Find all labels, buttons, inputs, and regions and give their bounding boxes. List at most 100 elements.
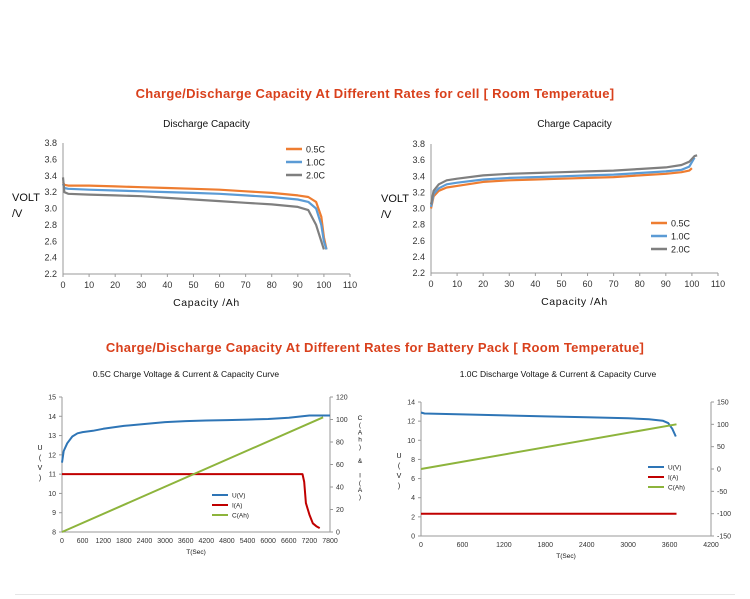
- y2-tick-label: 120: [336, 395, 348, 402]
- y-tick-label: 3.8: [44, 138, 57, 148]
- y-tick-label: 2.2: [44, 269, 57, 279]
- x-tick-label: 50: [556, 279, 566, 289]
- x-tick-label: 70: [609, 279, 619, 289]
- x-tick-label: 100: [684, 279, 699, 289]
- y-tick-label: 10: [48, 491, 56, 498]
- series-line-0.5C: [429, 167, 693, 209]
- series-line-2.0C: [429, 154, 698, 205]
- y2-tick-label: 20: [336, 507, 344, 514]
- y-axis-label-char: V: [38, 465, 43, 472]
- discharge-capacity-chart: Discharge Capacity 0 10 20 30 40 50 60 70 80 90 100…: [12, 119, 357, 309]
- x-axis-label: Capacity /Ah: [541, 296, 608, 308]
- y-tick-label: 3.0: [412, 204, 425, 214]
- chart-title: 1.0C Discharge Voltage & Current & Capac…: [460, 369, 657, 379]
- series-line-0.5C: [62, 181, 328, 250]
- y-tick-label: 2.6: [44, 236, 57, 246]
- y-axis-label-char: (: [39, 455, 42, 462]
- y-tick-label: 3.2: [412, 187, 425, 197]
- x-axis-label: Capacity /Ah: [173, 297, 240, 309]
- x-tick-label: 6600: [281, 538, 297, 545]
- y2-tick-label: 150: [717, 400, 729, 407]
- y-tick-label: 3.4: [44, 171, 57, 181]
- y2-axis-label-char: ): [359, 494, 361, 501]
- x-tick-label: 60: [583, 279, 593, 289]
- x-tick-label: 3600: [662, 542, 678, 549]
- y-tick-label: 14: [407, 400, 415, 407]
- chart-title: Discharge Capacity: [163, 119, 250, 130]
- y-axis-label-line2: /V: [12, 208, 23, 220]
- y-tick-label: 3.4: [412, 171, 425, 181]
- series-line-U(V): [61, 414, 330, 463]
- y-tick-label: 2.4: [412, 252, 425, 262]
- y2-tick-label: -100: [717, 511, 731, 518]
- y-tick-label: 2.8: [44, 220, 57, 230]
- y-axis-label-char: (: [398, 463, 401, 470]
- x-tick-label: 7200: [302, 538, 318, 545]
- x-tick-label: 1200: [496, 542, 512, 549]
- section2-title: Charge/Discharge Capacity At Different R…: [105, 340, 645, 355]
- y2-axis-label-char: A: [358, 429, 363, 436]
- y2-axis-label-char: (: [359, 480, 362, 487]
- series-line-U(V): [420, 411, 677, 437]
- chart-title: 0.5C Charge Voltage & Current & Capacity…: [93, 369, 279, 379]
- y2-tick-label: 60: [336, 462, 344, 469]
- chart-title: Charge Capacity: [537, 119, 611, 130]
- y-tick-label: 2.6: [412, 236, 425, 246]
- bottom-divider: [15, 594, 735, 595]
- y-tick-label: 8: [411, 457, 415, 464]
- y-tick-label: 3.6: [412, 155, 425, 165]
- pack-charge-curve-chart: 0.5C Charge Voltage & Current & Capacity…: [37, 369, 363, 556]
- x-tick-label: 90: [293, 280, 303, 290]
- x-tick-label: 20: [478, 279, 488, 289]
- x-tick-label: 2400: [137, 538, 153, 545]
- x-tick-label: 3600: [178, 538, 194, 545]
- legend-label-C(Ah): C(Ah): [232, 513, 249, 520]
- y-tick-label: 2: [411, 514, 415, 521]
- x-tick-label: 0: [60, 538, 64, 545]
- x-tick-label: 60: [215, 280, 225, 290]
- y2-axis-label-char: h: [358, 437, 362, 444]
- legend-label-1.0C: 1.0C: [671, 232, 691, 242]
- x-tick-label: 600: [457, 542, 469, 549]
- x-tick-label: 20: [110, 280, 120, 290]
- pack-discharge-curve-chart: 1.0C Discharge Voltage & Current & Capac…: [396, 369, 731, 560]
- y-axis-label-char: U: [37, 445, 42, 452]
- x-tick-label: 6000: [260, 538, 276, 545]
- y-tick-label: 12: [48, 452, 56, 459]
- x-tick-label: 4200: [199, 538, 215, 545]
- x-tick-label: 7800: [322, 538, 338, 545]
- y2-axis-label-char: I: [359, 473, 361, 480]
- y2-axis-label-char: (: [359, 422, 362, 429]
- x-tick-label: 1200: [95, 538, 111, 545]
- series-line-2.0C: [61, 177, 325, 250]
- y-tick-label: 10: [407, 438, 415, 445]
- x-tick-label: 5400: [240, 538, 256, 545]
- y-tick-label: 6: [411, 476, 415, 483]
- y2-axis-label-char: A: [358, 487, 363, 494]
- x-tick-label: 70: [241, 280, 251, 290]
- y-tick-label: 2.2: [412, 268, 425, 278]
- x-tick-label: 1800: [116, 538, 132, 545]
- legend-label-U(V): U(V): [668, 465, 681, 472]
- x-tick-label: 80: [267, 280, 277, 290]
- x-tick-label: 4200: [703, 542, 719, 549]
- y-axis-label-char: ): [39, 475, 41, 482]
- x-tick-label: 80: [635, 279, 645, 289]
- x-tick-label: 1800: [537, 542, 553, 549]
- y-axis-label-char: V: [397, 473, 402, 480]
- y-axis-label-char: ): [398, 483, 400, 490]
- y2-tick-label: -50: [717, 489, 727, 496]
- series-line-C(Ah): [420, 423, 677, 470]
- legend-label-I(A): I(A): [668, 475, 678, 482]
- y2-axis-label-char: ): [359, 444, 361, 451]
- x-tick-label: 3000: [620, 542, 636, 549]
- y-tick-label: 3.2: [44, 187, 57, 197]
- y2-tick-label: 0: [717, 467, 721, 474]
- x-tick-label: 30: [504, 279, 514, 289]
- x-tick-label: 110: [343, 280, 357, 290]
- x-tick-label: 100: [316, 280, 331, 290]
- y2-tick-label: 50: [717, 444, 725, 451]
- x-tick-label: 10: [452, 279, 462, 289]
- x-tick-label: 3000: [157, 538, 173, 545]
- legend-label-C(Ah): C(Ah): [668, 485, 685, 492]
